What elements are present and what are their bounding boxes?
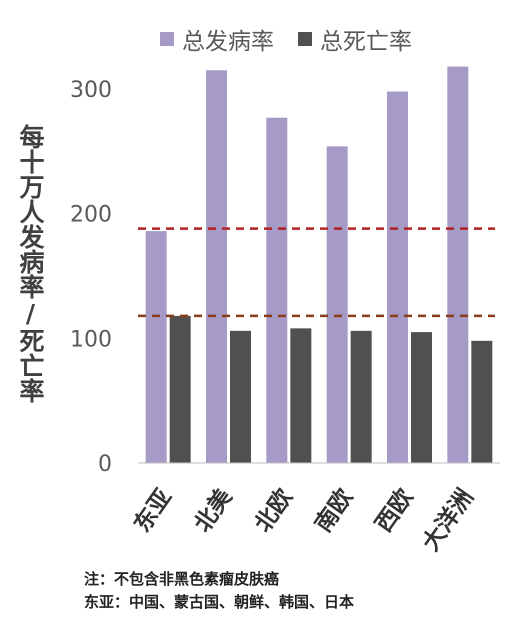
bar-mortality — [169, 315, 191, 463]
legend-item-mortality: 总死亡率 — [298, 22, 412, 56]
bar-incidence — [447, 66, 469, 463]
y-tick-label: 200 — [70, 203, 112, 228]
bar-mortality — [411, 332, 432, 463]
bar-mortality — [290, 328, 312, 463]
x-tick-label: 北美 — [189, 484, 238, 537]
footnote-line-2: 东亚：中国、蒙古国、朝鲜、韩国、日本 — [84, 593, 355, 611]
y-axis-label: 每十万人发病率/死亡率 — [16, 124, 45, 403]
legend-label-incidence: 总发病率 — [182, 29, 274, 55]
bar-mortality — [230, 330, 251, 463]
y-tick-label: 0 — [98, 452, 112, 477]
bar-incidence — [145, 231, 167, 463]
legend-swatch-mortality — [298, 32, 312, 46]
legend-item-incidence: 总发病率 — [160, 22, 274, 56]
legend-swatch-incidence — [160, 32, 174, 46]
legend: 总发病率 总死亡率 — [160, 22, 412, 56]
bar-incidence — [206, 70, 227, 464]
bar-incidence — [387, 91, 408, 463]
bar-incidence — [326, 146, 348, 463]
y-tick-label: 300 — [70, 78, 112, 103]
bar-incidence — [266, 117, 288, 463]
bar-mortality — [471, 340, 493, 463]
footnote-line-1: 注：不包含非黑色素瘤皮肤癌 — [84, 570, 280, 588]
bar-mortality — [350, 330, 372, 463]
footnotes: 注：不包含非黑色素瘤皮肤癌 东亚：中国、蒙古国、朝鲜、韩国、日本 — [84, 568, 354, 614]
y-tick-label: 100 — [70, 327, 112, 352]
x-tick-label: 南欧 — [310, 485, 358, 538]
x-tick-label: 北欧 — [250, 485, 298, 538]
x-tick-label: 西欧 — [371, 485, 419, 538]
x-tick-label: 东亚 — [129, 484, 178, 537]
x-tick-label: 大洋洲 — [417, 484, 479, 556]
legend-label-mortality: 总死亡率 — [320, 29, 412, 55]
